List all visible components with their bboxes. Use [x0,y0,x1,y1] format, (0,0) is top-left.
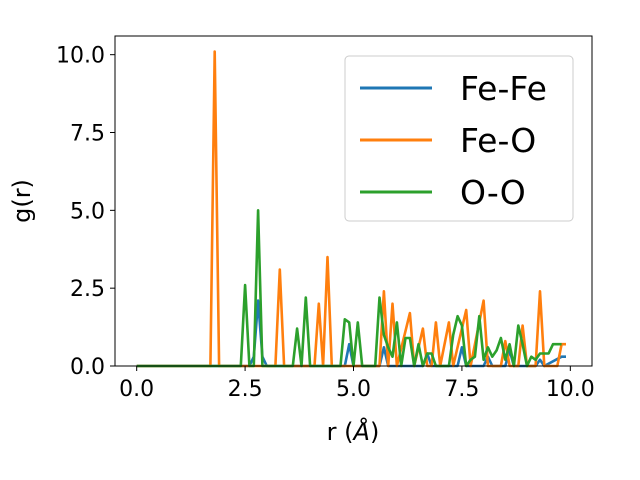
ticks-layer: 0.0 2.5 5.0 7.5 10.0 0.0 2.5 5.0 7.5 10.0 [56,44,595,402]
x-tick-label: 2.5 [228,377,263,402]
x-tick-label: 10.0 [546,377,595,402]
legend-label-fe-o: Fe-O [460,121,536,160]
legend-label-fe-fe: Fe-Fe [460,69,547,108]
y-axis-label: g(r) [8,179,36,223]
y-tick-label: 0.0 [70,355,105,380]
legend-label-o-o: O-O [460,173,526,212]
y-tick-label: 2.5 [70,277,105,302]
x-tick-label: 7.5 [444,377,479,402]
y-tick-label: 10.0 [56,44,105,69]
legend: Fe-Fe Fe-O O-O [344,55,574,222]
x-tick-label: 0.0 [119,377,154,402]
y-tick-label: 5.0 [70,199,105,224]
y-tick-label: 7.5 [70,122,105,147]
x-tick-label: 5.0 [336,377,371,402]
x-axis-label: r (Å) [327,417,380,446]
legend-box [344,55,574,222]
